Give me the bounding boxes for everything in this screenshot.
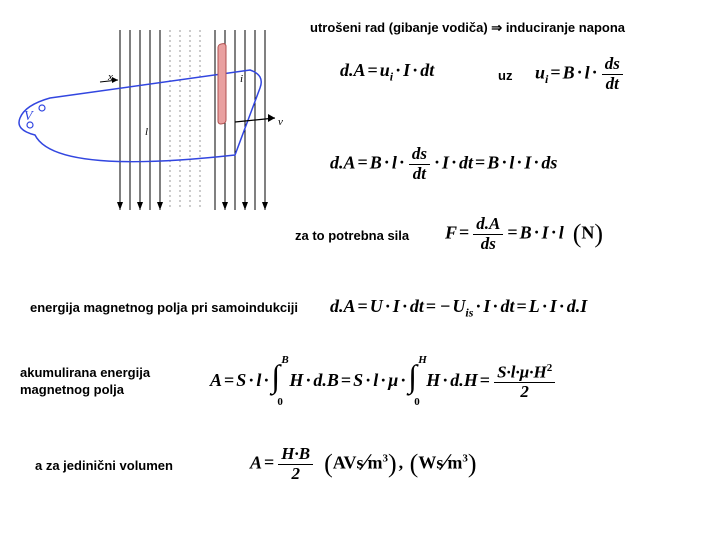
- heading-selfinduction: energija magnetnog polja pri samoindukci…: [30, 300, 298, 315]
- heading-unitvolume: a za jedinični volumen: [35, 458, 173, 473]
- formula-ui-Bl: ui=B·l·dsdt: [535, 55, 625, 93]
- field-diagram: v V x i l: [0, 20, 300, 220]
- formula-dA-expanded: d.A=B·l·dsdt·I·dt=B·l·I·ds: [330, 145, 557, 183]
- formula-selfinduction: d.A=U·I·dt=−Uis·I·dt=L·I·d.I: [330, 296, 587, 321]
- formula-dA-ui: d.A=ui·I·dt: [340, 60, 434, 85]
- svg-text:i: i: [240, 73, 243, 85]
- formula-force: F=d.Ads=B·I·l (N): [445, 215, 603, 253]
- svg-text:v: v: [278, 116, 283, 128]
- heading-accumulated-a: akumulirana energija: [20, 365, 150, 380]
- heading-work-induction: utrošeni rad (gibanje vodiča) ⇒ inducira…: [310, 20, 625, 36]
- formula-unitvolume: A=H·B2 (AVs∕m3), (Ws∕m3): [250, 445, 477, 483]
- heading-force: za to potrebna sila: [295, 228, 409, 243]
- heading-accumulated-b: magnetnog polja: [20, 382, 124, 397]
- svg-text:l: l: [145, 126, 148, 138]
- svg-text:V: V: [24, 109, 34, 124]
- formula-accumulated: A=S·l·B∫0H·d.B=S·l·μ·H∫0H·d.H=S·l·μ·H22: [210, 362, 557, 402]
- label-uz: uz: [498, 68, 512, 83]
